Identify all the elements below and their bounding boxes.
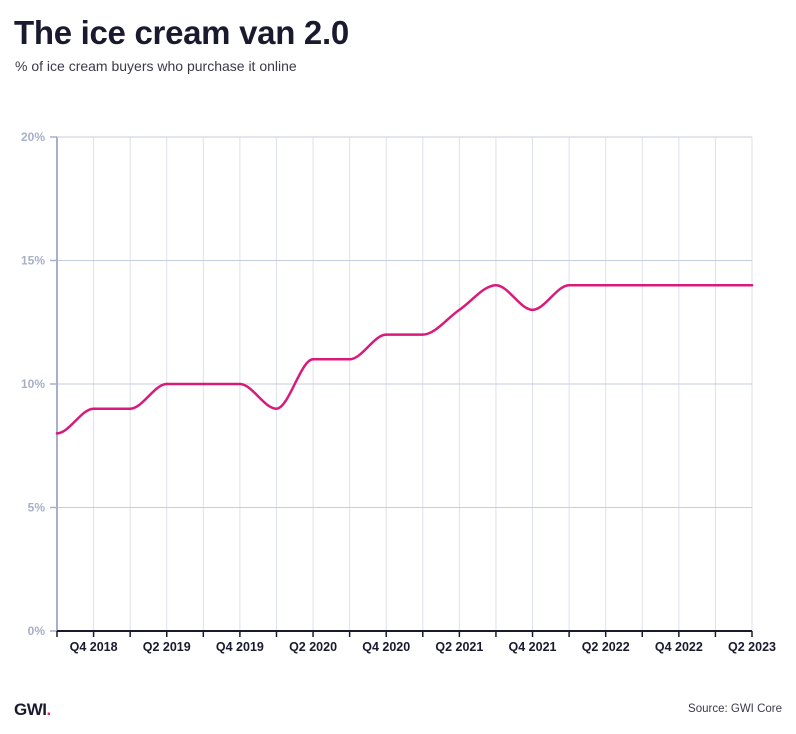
data-point [385, 333, 388, 336]
source-note: Source: GWI Core [688, 703, 782, 715]
x-tick-label: Q4 2019 [216, 640, 264, 654]
x-tick-label: Q2 2019 [143, 640, 191, 654]
data-point [92, 407, 95, 410]
data-point [641, 284, 644, 287]
x-tick-label: Q2 2023 [728, 640, 776, 654]
x-tick-label: Q2 2020 [289, 640, 337, 654]
y-tick-label: 5% [28, 501, 46, 515]
data-point [275, 407, 278, 410]
y-tick-label: 15% [21, 254, 45, 268]
x-tick-label: Q4 2022 [655, 640, 703, 654]
logo-text: GWI [14, 700, 47, 719]
data-point [202, 382, 205, 386]
logo-dot: . [46, 700, 52, 719]
data-point [128, 407, 132, 410]
data-point [165, 382, 168, 386]
x-tick-label: Q4 2018 [70, 640, 118, 654]
x-tick-label: Q4 2020 [362, 640, 410, 654]
x-tick-label: Q2 2022 [582, 640, 630, 654]
data-point [714, 284, 717, 287]
y-tick-label: 10% [21, 377, 45, 391]
chart-subtitle: % of ice cream buyers who purchase it on… [15, 58, 297, 74]
data-point [348, 358, 351, 361]
data-point [750, 284, 754, 287]
data-point [55, 432, 59, 435]
y-tick-label: 20% [21, 130, 45, 144]
chart-title: The ice cream van 2.0 [14, 14, 349, 51]
data-point [494, 284, 498, 287]
data-point [677, 284, 681, 287]
data-point [531, 308, 534, 312]
x-tick-label: Q2 2021 [435, 640, 483, 654]
data-point [238, 382, 242, 386]
gwi-logo: GWI. [14, 700, 51, 720]
data-point [421, 333, 424, 336]
data-point [567, 284, 571, 287]
data-point [604, 284, 607, 287]
data-point [458, 308, 461, 312]
y-tick-label: 0% [28, 624, 46, 638]
x-tick-label: Q4 2021 [509, 640, 557, 654]
series-line [55, 283, 754, 435]
data-point [311, 358, 315, 361]
